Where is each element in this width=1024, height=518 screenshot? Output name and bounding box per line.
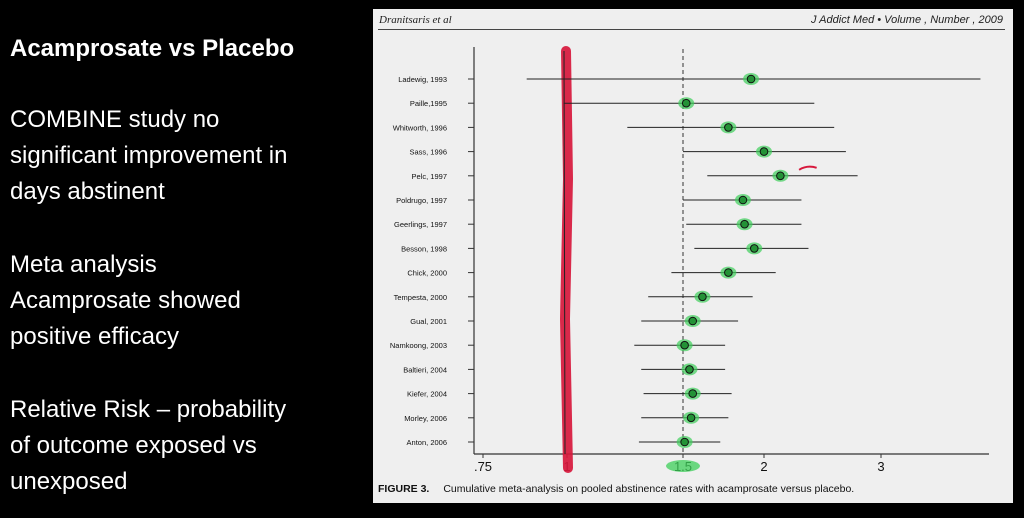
header-rule xyxy=(378,29,1005,30)
bullet-rr-line-2: of outcome exposed vs xyxy=(10,432,257,459)
point-estimate xyxy=(724,123,733,132)
point-estimate xyxy=(749,244,759,253)
study-label: Poldrugo, 1997 xyxy=(396,196,447,205)
study-label: Anton, 2006 xyxy=(407,438,447,447)
point-estimate xyxy=(724,268,733,277)
point-estimate xyxy=(776,171,785,181)
bullet-rr-line-3: unexposed xyxy=(10,468,128,495)
study-label: Namkoong, 2003 xyxy=(390,341,447,350)
figure-caption: FIGURE 3. Cumulative meta-analysis on poo… xyxy=(378,483,854,495)
point-estimate xyxy=(738,195,748,205)
forest-plot: .7511.523Ladewig, 1993Paille,1995Whitwor… xyxy=(390,46,989,474)
x-tick-label: 3 xyxy=(877,459,884,474)
bullet-combine-line-1: COMBINE study no xyxy=(10,106,220,133)
study-label: Chick, 2000 xyxy=(407,269,447,278)
reference-line xyxy=(563,50,566,455)
slide-title: Acamprosate vs Placebo xyxy=(10,35,295,62)
study-label: Pelc, 1997 xyxy=(412,172,447,181)
forest-plot-figure: Dranitsaris et al J Addict Med • Volume … xyxy=(373,9,1013,503)
bullet-rr-line-1: Relative Risk – probability xyxy=(10,396,287,423)
study-label: Sass, 1996 xyxy=(409,148,447,157)
point-estimate xyxy=(686,413,696,423)
study-label: Kiefer, 2004 xyxy=(407,390,447,399)
point-estimate xyxy=(740,219,749,229)
bullet-combine-line-3: days abstinent xyxy=(10,178,165,205)
point-estimate xyxy=(680,340,689,350)
x-tick-label: 2 xyxy=(760,459,767,474)
point-estimate xyxy=(688,389,698,398)
study-label: Gual, 2001 xyxy=(410,317,447,326)
pen-annotation xyxy=(798,165,817,171)
bullet-meta-line-2: Acamprosate showed xyxy=(10,287,241,314)
bullet-meta-line-3: positive efficacy xyxy=(10,323,179,350)
caption-label: FIGURE 3. xyxy=(378,483,430,495)
point-estimate xyxy=(698,292,707,302)
point-estimate xyxy=(681,98,691,108)
study-label: Paille,1995 xyxy=(410,99,447,108)
point-estimate xyxy=(746,74,756,84)
study-label: Ladewig, 1993 xyxy=(398,75,447,84)
study-label: Baltieri, 2004 xyxy=(403,365,447,374)
study-label: Tempesta, 2000 xyxy=(394,293,447,302)
point-estimate xyxy=(685,365,694,374)
point-estimate xyxy=(680,437,689,447)
figure-header-journal: J Addict Med • Volume , Number , 2009 xyxy=(811,14,1003,26)
study-label: Morley, 2006 xyxy=(404,414,447,423)
tick-highlight-mark xyxy=(666,460,700,472)
caption-text: Cumulative meta-analysis on pooled absti… xyxy=(443,483,855,495)
point-estimate xyxy=(759,147,769,156)
reference-line-annotation xyxy=(559,46,574,473)
bullet-combine-line-2: significant improvement in xyxy=(10,142,288,169)
slide-text-panel: Acamprosate vs Placebo COMBINE study no … xyxy=(0,0,370,518)
study-label: Geerlings, 1997 xyxy=(394,220,447,229)
study-label: Besson, 1998 xyxy=(401,244,447,253)
bullet-meta-line-1: Meta analysis xyxy=(10,251,157,278)
figure-header-authors: Dranitsaris et al xyxy=(379,14,452,26)
study-label: Whitworth, 1996 xyxy=(393,123,447,132)
x-tick-label: .75 xyxy=(474,459,492,474)
point-estimate xyxy=(688,316,698,326)
